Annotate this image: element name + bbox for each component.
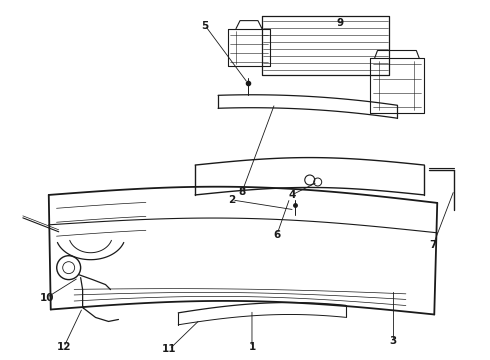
Text: 9: 9 [336,18,343,28]
Text: 11: 11 [162,345,176,354]
Text: 6: 6 [273,230,280,240]
Text: 7: 7 [430,240,437,250]
Text: 12: 12 [56,342,71,352]
Text: 1: 1 [248,342,256,352]
Text: 2: 2 [228,195,236,205]
Text: 8: 8 [239,187,245,197]
Text: 5: 5 [201,21,209,31]
Text: 10: 10 [40,293,54,302]
Text: 4: 4 [288,190,295,200]
Text: 3: 3 [390,336,397,346]
